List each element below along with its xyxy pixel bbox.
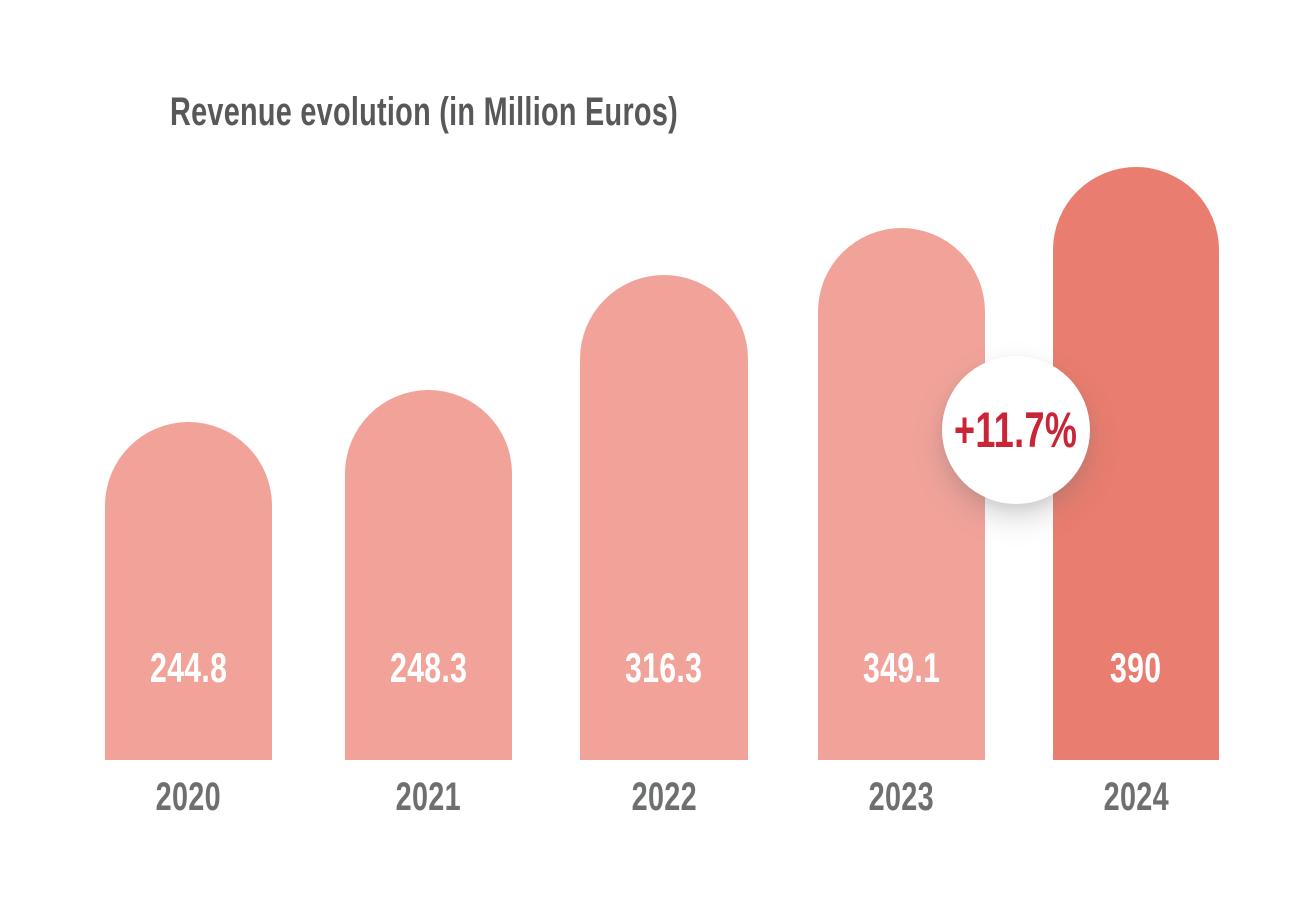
bar-2020: 244.8 bbox=[105, 422, 272, 760]
year-label-2023: 2023 bbox=[868, 775, 935, 819]
bar-2022: 316.3 bbox=[580, 275, 748, 760]
bar-value-2023: 349.1 bbox=[862, 644, 941, 691]
year-label-2020: 2020 bbox=[155, 775, 222, 819]
bar-value-2022: 316.3 bbox=[625, 644, 703, 691]
bar-value-2020: 244.8 bbox=[149, 644, 228, 691]
growth-badge-label: +11.7% bbox=[954, 402, 1078, 458]
chart-title-text: Revenue evolution (in Million Euros) bbox=[170, 90, 679, 134]
year-label-2022: 2022 bbox=[631, 775, 697, 819]
year-label-2021: 2021 bbox=[395, 775, 462, 819]
year-label-2024: 2024 bbox=[1103, 775, 1169, 819]
bar-value-2024: 390 bbox=[1110, 644, 1162, 691]
bar-value-2021: 248.3 bbox=[389, 644, 468, 691]
growth-badge: +11.7% bbox=[942, 356, 1090, 504]
bar-2021: 248.3 bbox=[345, 390, 512, 760]
chart-title: Revenue evolution (in Million Euros) bbox=[170, 90, 876, 135]
bar-2023: 349.1 bbox=[818, 228, 985, 760]
